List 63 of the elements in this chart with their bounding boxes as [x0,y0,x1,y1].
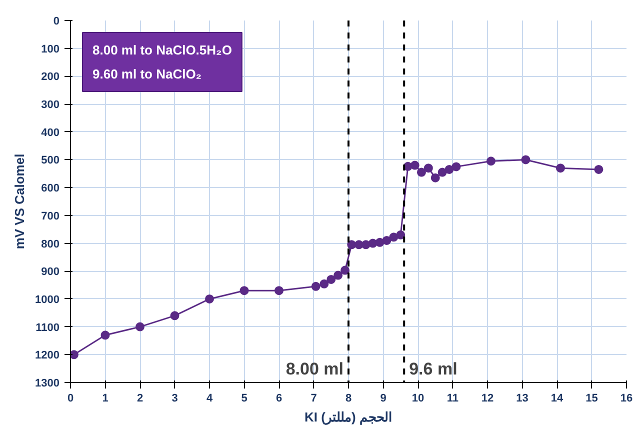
point [334,270,343,280]
y-tick-label: 1100 [36,322,60,334]
y-tick-label: 400 [41,126,60,139]
point [382,236,392,245]
y-tick-label: 600 [41,182,60,195]
y-axis-title: mV VS Calomel [12,154,28,250]
point [311,282,320,291]
ref-line-label: 9.6 ml [409,360,458,378]
x-tick-label: 1 [102,392,108,404]
x-tick-label: 10 [412,392,424,404]
point [205,294,214,304]
point [594,164,604,174]
x-tick-label: 12 [481,392,494,404]
x-tick-label: 3 [172,392,178,404]
x-tick-label: 16 [620,392,633,404]
x-tick-label: 9 [380,392,386,404]
y-tick-label: 500 [41,154,60,167]
ref-line-label: 8.00 ml [286,360,344,378]
x-tick-label: 14 [550,392,564,404]
point [396,230,406,240]
y-tick-label: 100 [41,43,60,56]
point [320,279,329,288]
point [326,274,336,284]
y-tick-label: 800 [41,238,60,250]
point [100,330,110,340]
point [170,311,180,320]
annotation: 9.60 ml to NaClO₂ [92,66,202,82]
point [521,155,530,164]
point [340,266,350,275]
x-tick-label: 11 [446,392,459,404]
x-tick-label: 13 [516,392,528,404]
x-tick-label: 15 [586,392,598,404]
y-tick-label: 300 [41,99,60,112]
annotation: 8.00 ml to NaClO.5H₂O [92,42,232,58]
y-tick-label: 1300 [35,378,60,390]
y-tick-label: 900 [41,266,60,278]
point [444,164,454,174]
point [410,160,420,170]
x-tick-label: 7 [310,392,317,404]
point [274,286,284,296]
x-tick-label: 6 [276,392,282,404]
y-tick-label: 0 [53,16,60,28]
point [70,350,78,360]
x-tick-label: 4 [206,392,214,404]
y-tick-label: 700 [41,210,60,222]
x-tick-label: 0 [67,392,74,404]
point [136,322,144,332]
x-tick-label: 2 [136,392,144,404]
y-tick-label: 1200 [35,350,60,362]
point [240,286,249,296]
point [416,168,426,177]
point [424,164,433,173]
y-tick-label: 200 [41,71,60,84]
point [438,168,447,177]
point [452,162,461,172]
x-tick-label: 5 [241,392,248,404]
y-tick-label: 1000 [35,294,60,306]
point [375,238,384,247]
point [486,156,496,166]
x-axis-title: KI الحجم (مللتر) [304,410,392,426]
point [430,173,440,182]
x-tick-label: 8 [345,392,352,404]
point [556,164,565,173]
